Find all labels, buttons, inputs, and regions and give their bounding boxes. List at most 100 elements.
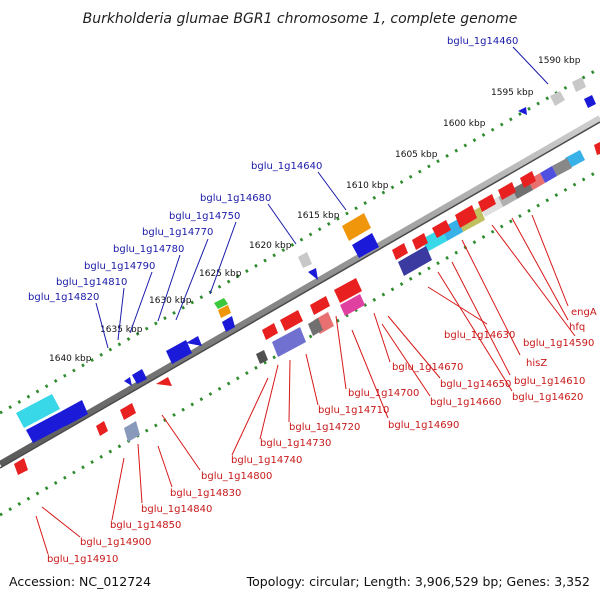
gene-arrow[interactable] xyxy=(310,296,330,315)
gene-arrow[interactable] xyxy=(552,158,572,176)
gene-arrow[interactable] xyxy=(550,91,565,106)
gene-arrow[interactable] xyxy=(540,166,557,183)
scale-tick-labels: 1590 kbp 1595 kbp 1600 kbp 1605 kbp 1610… xyxy=(49,56,581,364)
gene-arrow[interactable] xyxy=(528,173,545,190)
gene-label[interactable]: bglu_1g14640 xyxy=(251,161,322,172)
gene-arrow[interactable] xyxy=(308,268,318,280)
gene-label[interactable]: bglu_1g14720 xyxy=(289,422,360,433)
gene-label[interactable]: bglu_1g14610 xyxy=(514,376,585,387)
tick-label: 1615 kbp xyxy=(297,211,340,221)
gene-arrow[interactable] xyxy=(565,150,585,168)
genome-summary-text: Topology: circular; Length: 3,906,529 bp… xyxy=(246,574,590,589)
gene-label[interactable]: bglu_1g14900 xyxy=(80,537,151,548)
tick-label: 1605 kbp xyxy=(395,150,438,160)
gene-arrow[interactable] xyxy=(60,400,88,426)
accession-text: Accession: NC_012724 xyxy=(9,574,151,589)
gene-label[interactable]: engA xyxy=(571,307,597,318)
gene-label[interactable]: bglu_1g14820 xyxy=(28,292,99,303)
gene-label[interactable]: bglu_1g14790 xyxy=(84,261,155,272)
gene-label[interactable]: bglu_1g14850 xyxy=(110,520,181,531)
gene-arrow[interactable] xyxy=(392,243,408,260)
gene-arrow[interactable] xyxy=(340,294,365,316)
tick-label: 1595 kbp xyxy=(491,88,534,98)
gene-label[interactable]: bglu_1g14780 xyxy=(113,244,184,255)
gene-arrow[interactable] xyxy=(455,205,477,228)
tick-label: 1635 kbp xyxy=(100,325,143,335)
gene-label[interactable]: bglu_1g14660 xyxy=(430,397,501,408)
genome-backbone xyxy=(0,115,600,467)
gene-label[interactable]: bglu_1g14730 xyxy=(260,438,331,449)
tick-label: 1610 kbp xyxy=(346,181,389,191)
gene-arrow[interactable] xyxy=(398,246,432,276)
gene-label[interactable]: bglu_1g14700 xyxy=(348,388,419,399)
gene-arrow[interactable] xyxy=(342,213,371,241)
gene-label[interactable]: bglu_1g14830 xyxy=(170,488,241,499)
gene-arrow[interactable] xyxy=(432,220,451,238)
tick-label: 1620 kbp xyxy=(249,241,292,251)
gene-arrow[interactable] xyxy=(498,182,516,200)
gene-arrow[interactable] xyxy=(272,327,306,357)
gene-label[interactable]: bglu_1g14750 xyxy=(169,211,240,222)
gene-arrow[interactable] xyxy=(26,412,67,443)
reverse-gene-labels: engA hfq bglu_1g14590 hisZ bglu_1g14630 … xyxy=(47,307,597,565)
gene-arrow[interactable] xyxy=(132,369,147,384)
gene-arrow[interactable] xyxy=(124,377,132,386)
reverse-leader-lines xyxy=(35,214,576,555)
gene-label[interactable]: bglu_1g14590 xyxy=(523,338,594,349)
gene-arrow[interactable] xyxy=(214,298,228,309)
tick-label: 1630 kbp xyxy=(149,296,192,306)
gene-arrow[interactable] xyxy=(442,219,463,241)
gene-label[interactable]: bglu_1g14710 xyxy=(318,405,389,416)
gene-label[interactable]: bglu_1g14670 xyxy=(392,362,463,373)
gene-arrow[interactable] xyxy=(518,107,527,115)
gene-arrow[interactable] xyxy=(280,310,303,331)
gene-arrow[interactable] xyxy=(156,377,172,386)
gene-arrow[interactable] xyxy=(186,336,202,346)
gene-arrow[interactable] xyxy=(594,142,600,155)
gene-arrow[interactable] xyxy=(256,350,268,364)
gene-label[interactable]: bglu_1g14840 xyxy=(141,504,212,515)
tick-label: 1640 kbp xyxy=(49,354,92,364)
gene-arrow[interactable] xyxy=(96,421,108,436)
gene-label[interactable]: bglu_1g14680 xyxy=(200,193,271,204)
gene-label[interactable]: bglu_1g14770 xyxy=(142,227,213,238)
gene-label[interactable]: bglu_1g14460 xyxy=(447,36,518,47)
gene-label[interactable]: bglu_1g14630 xyxy=(444,330,515,341)
gene-arrow[interactable] xyxy=(16,394,60,428)
gene-arrow[interactable] xyxy=(352,233,379,258)
gene-label[interactable]: bglu_1g14910 xyxy=(47,554,118,565)
gene-arrow[interactable] xyxy=(14,458,28,475)
gene-label[interactable]: bglu_1g14800 xyxy=(201,471,272,482)
gene-label[interactable]: bglu_1g14620 xyxy=(512,392,583,403)
gene-arrow[interactable] xyxy=(572,77,586,92)
gene-arrow[interactable] xyxy=(584,95,596,108)
forward-genes xyxy=(16,77,596,443)
gene-arrow[interactable] xyxy=(478,194,496,212)
gene-label[interactable]: bglu_1g14810 xyxy=(56,277,127,288)
gene-label[interactable]: bglu_1g14650 xyxy=(440,379,511,390)
tick-label: 1600 kbp xyxy=(443,119,486,129)
gene-arrow[interactable] xyxy=(412,233,428,250)
gene-arrow[interactable] xyxy=(262,323,278,340)
forward-leader-lines xyxy=(95,46,549,349)
gene-label[interactable]: hisZ xyxy=(526,358,547,369)
tick-label: 1590 kbp xyxy=(538,56,581,66)
gene-arrow[interactable] xyxy=(120,403,136,420)
gene-label[interactable]: bglu_1g14690 xyxy=(388,420,459,431)
gene-label[interactable]: bglu_1g14740 xyxy=(231,455,302,466)
gene-arrow[interactable] xyxy=(124,421,140,442)
gene-arrow[interactable] xyxy=(480,197,503,217)
gene-arrow[interactable] xyxy=(334,278,362,303)
gene-arrow[interactable] xyxy=(222,316,235,332)
gene-arrow[interactable] xyxy=(218,305,231,318)
gene-arrow[interactable] xyxy=(298,252,312,268)
gene-label[interactable]: hfq xyxy=(569,322,585,333)
gene-arrow[interactable] xyxy=(308,318,323,336)
gene-arrow[interactable] xyxy=(166,340,192,364)
genome-backbone-shadow xyxy=(0,121,600,469)
gene-arrow[interactable] xyxy=(520,171,536,188)
reverse-genes xyxy=(14,142,600,475)
map-title: Burkholderia glumae BGR1 chromosome 1, c… xyxy=(83,11,518,27)
